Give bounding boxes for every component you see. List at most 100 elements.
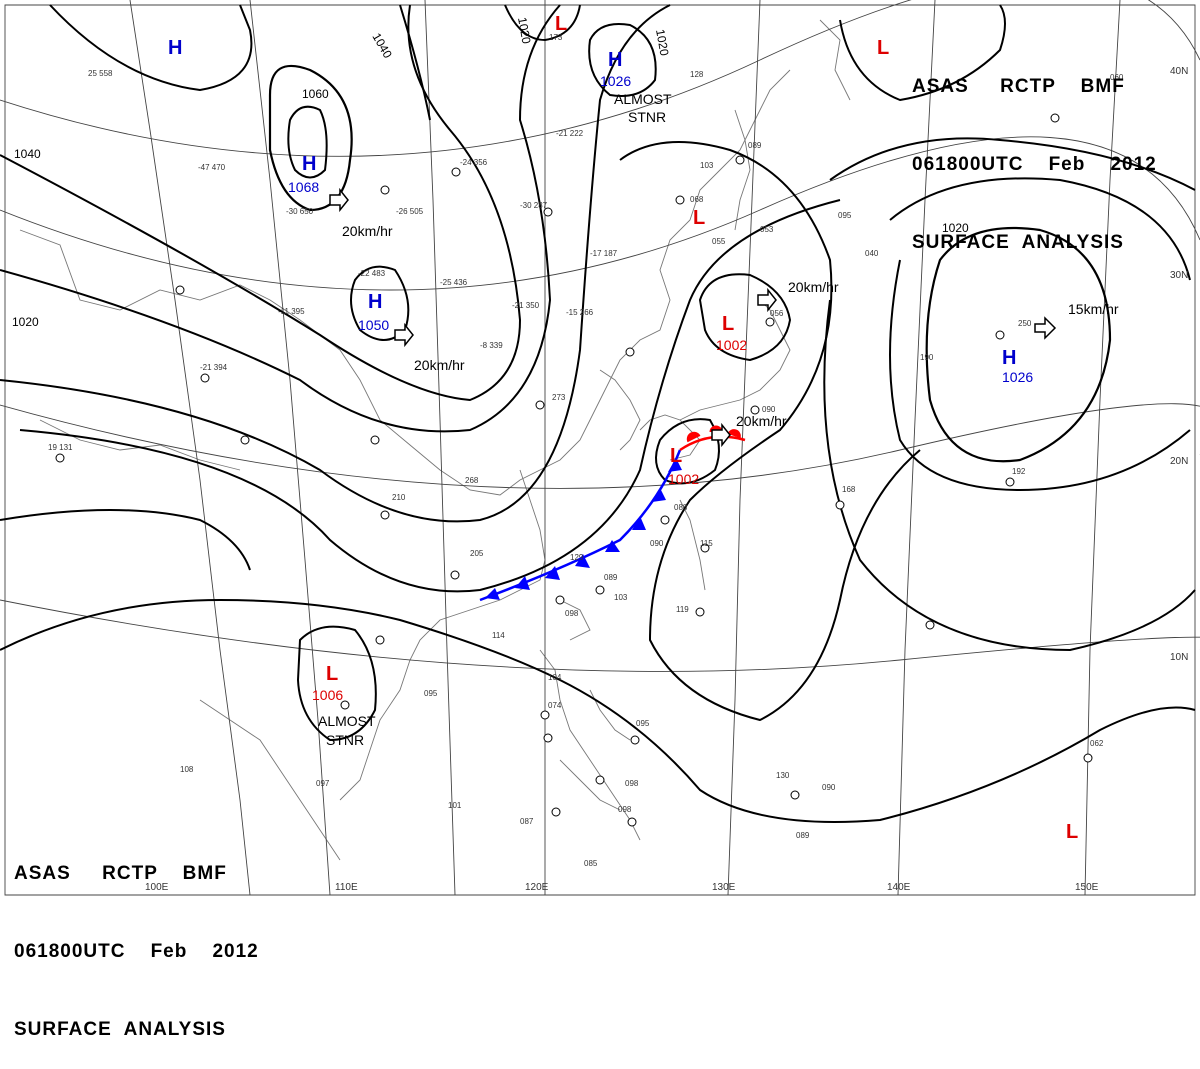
map-background: [0, 0, 1200, 918]
station-obs: 062: [1090, 739, 1104, 748]
station-obs: -21 222: [556, 129, 584, 138]
station-obs: 098: [625, 779, 639, 788]
isobar-label: 1040: [14, 147, 41, 161]
station-obs: 090: [762, 405, 776, 414]
high-pressure-marker: H: [1002, 347, 1016, 369]
isobar-label: 1020: [515, 16, 533, 45]
stationary-note: STNR: [628, 109, 666, 125]
station-obs: 119: [676, 605, 689, 614]
arrow-icon: [394, 322, 414, 348]
stationary-note: ALMOST: [614, 91, 672, 107]
station-obs: 268: [465, 476, 479, 485]
station-obs: 173: [549, 33, 563, 42]
station-obs: 060: [1110, 73, 1124, 82]
motion-label: 20km/hr: [736, 413, 787, 429]
station-obs: 095: [838, 211, 852, 220]
station-obs: 114: [492, 631, 505, 640]
isobar-label: 1060: [302, 87, 329, 101]
cold-front: [479, 449, 682, 602]
pressure-center-letters: H H H H H L L L L L L L: [168, 13, 1078, 843]
high-pressure-marker: H: [302, 153, 316, 175]
station-obs: 074: [548, 701, 562, 710]
station-obs: 088: [674, 503, 688, 512]
low-pressure-marker: L: [693, 207, 705, 229]
station-obs: -30 650: [286, 207, 314, 216]
station-obs: 098: [618, 805, 632, 814]
lat-lon-grid: [0, 0, 1200, 896]
station-obs: 210: [392, 493, 406, 502]
station-obs: 192: [1012, 467, 1026, 476]
station-obs: 089: [604, 573, 618, 582]
station-obs: -17 187: [590, 249, 618, 258]
low-pressure-value: 1002: [716, 337, 747, 353]
station-text: 25 558 -47 470 -30 650 -26 505 -22 483 -…: [48, 33, 1124, 868]
station-obs: -22 483: [358, 269, 386, 278]
header-line-3: SURFACE ANALYSIS: [14, 1019, 226, 1040]
station-obs: 130: [776, 771, 790, 780]
low-pressure-value: 1006: [312, 687, 343, 703]
station-obs: 103: [614, 593, 628, 602]
station-obs: 168: [842, 485, 856, 494]
longitude-label: 100E: [145, 882, 169, 893]
longitude-label: 140E: [887, 882, 911, 893]
chart-header-top: ASAS RCTP BMF 061800UTC Feb 2012 SURFACE…: [912, 22, 1157, 282]
station-obs: -25 436: [440, 278, 468, 287]
station-obs: 095: [424, 689, 438, 698]
station-obs: 085: [584, 859, 598, 868]
latitude-label: 40N: [1170, 66, 1188, 77]
arrow-icon: [757, 287, 777, 313]
graticule-labels: 100E 110E 120E 130E 140E 150E 40N 30N 20…: [145, 66, 1188, 893]
low-pressure-marker: L: [1066, 821, 1078, 843]
motion-label: 20km/hr: [342, 223, 393, 239]
motion-label: 20km/hr: [788, 279, 839, 295]
system-motion-labels: 20km/hr 20km/hr 15km/hr 20km/hr 20km/hr …: [318, 91, 1119, 748]
high-pressure-marker: H: [368, 291, 382, 313]
station-obs: 103: [700, 161, 714, 170]
motion-arrows: [329, 187, 1057, 448]
longitude-label: 110E: [335, 882, 358, 893]
isobar-label: 1020: [942, 221, 969, 235]
station-obs: 128: [690, 70, 704, 79]
longitude-label: 120E: [525, 882, 549, 893]
high-pressure-value: 1026: [600, 73, 631, 89]
longitude-label: 150E: [1075, 882, 1099, 893]
high-pressure-marker: H: [608, 49, 622, 71]
station-obs: 053: [760, 225, 774, 234]
station-obs: 090: [650, 539, 664, 548]
stationary-note: ALMOST: [318, 713, 376, 729]
arrow-icon: [329, 187, 349, 213]
station-obs: -15 266: [566, 308, 594, 317]
stationary-note: STNR: [326, 732, 364, 748]
low-pressure-marker: L: [722, 313, 734, 335]
station-obs: -24 356: [460, 158, 488, 167]
station-obs: 129: [570, 553, 584, 562]
station-obs: 089: [796, 831, 810, 840]
header-line-3: SURFACE ANALYSIS: [912, 232, 1124, 253]
station-obs: 250: [1018, 319, 1032, 328]
isobars: [0, 4, 1196, 823]
station-obs: 205: [470, 549, 484, 558]
low-pressure-marker: L: [877, 37, 889, 59]
station-plots: [55, 113, 1093, 827]
station-obs: 19 131: [48, 443, 73, 452]
latitude-label: 20N: [1170, 456, 1188, 467]
station-obs: 090: [822, 783, 836, 792]
isobar-label: 1020: [653, 28, 671, 57]
motion-label: 20km/hr: [414, 357, 465, 373]
low-pressure-marker: L: [670, 445, 682, 467]
high-pressure-value: 1050: [358, 317, 389, 333]
station-obs: 055: [712, 237, 726, 246]
station-obs: -8 339: [480, 341, 503, 350]
station-obs: 040: [865, 249, 879, 258]
latitude-label: 10N: [1170, 652, 1188, 663]
header-line-2: 061800UTC Feb 2012: [912, 154, 1157, 175]
arrow-icon: [1034, 316, 1057, 340]
station-obs: 25 558: [88, 69, 113, 78]
header-line-1: ASAS RCTP BMF: [14, 863, 227, 884]
motion-label: 15km/hr: [1068, 301, 1119, 317]
station-obs: -11 395: [278, 307, 305, 316]
surface-analysis-map: 25 558 -47 470 -30 650 -26 505 -22 483 -…: [0, 0, 1200, 918]
station-obs: -47 470: [198, 163, 226, 172]
station-obs: 190: [920, 353, 934, 362]
station-obs: 098: [565, 609, 579, 618]
